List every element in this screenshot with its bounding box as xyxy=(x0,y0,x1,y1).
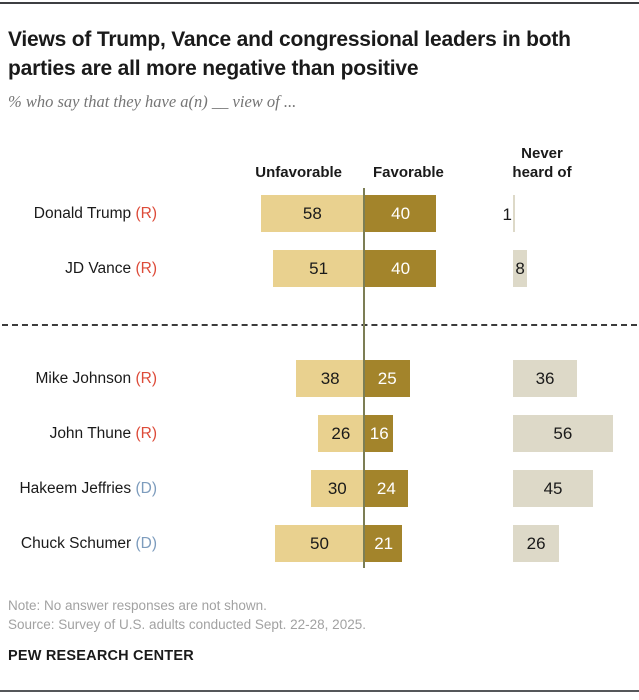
bar-value: 30 xyxy=(327,479,347,498)
bar-value: 45 xyxy=(543,479,563,498)
party-tag: (R) xyxy=(135,260,157,277)
never-heard-bar xyxy=(513,195,515,232)
never-heard-bar: 26 xyxy=(513,525,560,562)
bar-value: 40 xyxy=(391,204,411,223)
person-name: John Thune xyxy=(49,425,136,442)
bar-value: 38 xyxy=(320,369,340,388)
unfavorable-bar: 50 xyxy=(275,525,364,562)
bar-value: 36 xyxy=(535,369,555,388)
party-tag: (R) xyxy=(135,425,157,442)
person-label: Hakeem Jeffries (D) xyxy=(0,479,157,498)
footnote: Note: No answer responses are not shown. xyxy=(8,598,267,613)
bar-value: 25 xyxy=(377,369,397,388)
source-line: Source: Survey of U.S. adults conducted … xyxy=(8,617,366,632)
favorable-bar: 40 xyxy=(365,250,437,287)
chart-subtitle: % who say that they have a(n) __ view of… xyxy=(8,92,297,111)
axis-divider-line xyxy=(363,188,365,568)
person-label: Chuck Schumer (D) xyxy=(0,534,157,553)
person-name: Hakeem Jeffries xyxy=(19,480,136,497)
bar-value: 26 xyxy=(526,534,546,553)
never-heard-bar: 56 xyxy=(513,415,613,452)
favorable-bar: 25 xyxy=(365,360,410,397)
bar-value: 8 xyxy=(515,259,525,278)
unfavorable-bar: 51 xyxy=(273,250,364,287)
brand-label: PEW RESEARCH CENTER xyxy=(8,648,194,664)
person-name: Donald Trump xyxy=(33,205,136,222)
column-header-favorable: Favorable xyxy=(373,164,444,181)
unfavorable-bar: 38 xyxy=(296,360,364,397)
bar-value: 56 xyxy=(553,424,573,443)
column-header-never-heard-of: Never heard of xyxy=(512,145,572,181)
bar-value: 24 xyxy=(376,479,396,498)
favorable-bar: 16 xyxy=(365,415,394,452)
bottom-rule xyxy=(0,690,639,692)
person-label: Donald Trump (R) xyxy=(0,204,157,223)
unfavorable-bar: 58 xyxy=(260,195,364,232)
party-tag: (D) xyxy=(135,535,157,552)
never-heard-value: 1 xyxy=(502,205,512,224)
person-name: JD Vance xyxy=(65,260,136,277)
party-tag: (R) xyxy=(135,205,157,222)
favorable-bar: 24 xyxy=(365,470,408,507)
bar-value: 16 xyxy=(369,424,389,443)
bar-value: 40 xyxy=(391,259,411,278)
favorable-bar: 21 xyxy=(365,525,403,562)
never-heard-bar: 8 xyxy=(513,250,528,287)
person-name: Chuck Schumer xyxy=(20,535,136,552)
bar-value: 58 xyxy=(302,204,322,223)
person-label: John Thune (R) xyxy=(0,424,157,443)
chart-title: Views of Trump, Vance and congressional … xyxy=(8,28,571,80)
unfavorable-bar: 30 xyxy=(310,470,364,507)
person-name: Mike Johnson xyxy=(35,370,136,387)
group-separator-dashed-line xyxy=(2,324,637,326)
top-rule xyxy=(0,2,639,4)
never-heard-bar: 45 xyxy=(513,470,594,507)
person-label: JD Vance (R) xyxy=(0,259,157,278)
never-heard-bar: 36 xyxy=(513,360,578,397)
bar-value: 26 xyxy=(331,424,351,443)
party-tag: (R) xyxy=(135,370,157,387)
column-header-unfavorable: Unfavorable xyxy=(255,164,342,181)
party-tag: (D) xyxy=(135,480,157,497)
favorable-bar: 40 xyxy=(365,195,437,232)
bar-value: 50 xyxy=(310,534,329,553)
person-label: Mike Johnson (R) xyxy=(0,369,157,388)
unfavorable-bar: 26 xyxy=(317,415,364,452)
bar-value: 21 xyxy=(374,534,394,553)
bar-value: 51 xyxy=(309,259,329,278)
